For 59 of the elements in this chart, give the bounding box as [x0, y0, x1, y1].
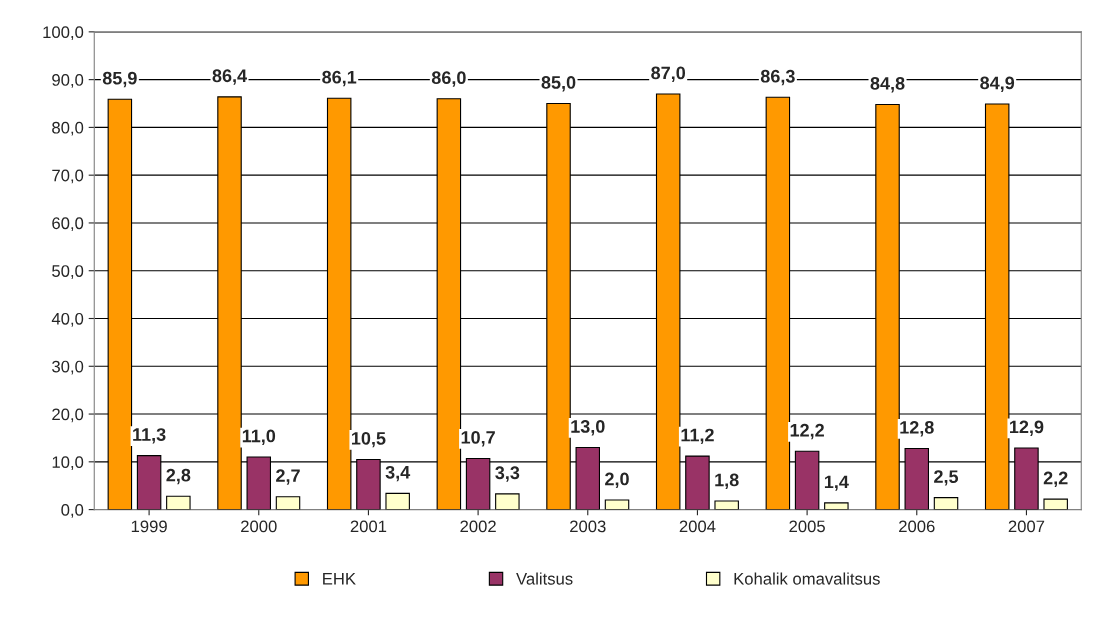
y-tick-label: 30,0 — [52, 360, 84, 375]
data-label: 84,9 — [980, 76, 1015, 92]
legend-label: Kohalik omavalitsus — [734, 572, 880, 585]
data-label: 1,8 — [715, 473, 739, 489]
bar — [1043, 498, 1068, 510]
data-label: 3,3 — [495, 466, 520, 482]
y-tick-label: 70,0 — [52, 169, 84, 184]
data-label: 2,7 — [276, 469, 300, 485]
data-label: 10,7 — [461, 431, 495, 447]
data-label: 86,1 — [322, 70, 357, 87]
y-tick-label: 50,0 — [52, 265, 84, 279]
data-label: 86,3 — [760, 69, 795, 86]
data-label: 3,4 — [385, 465, 411, 482]
bar — [495, 493, 520, 510]
y-tick-label: 40,0 — [51, 312, 84, 327]
y-tick-label: 0,0 — [61, 504, 84, 518]
data-label: 87,0 — [651, 66, 686, 82]
data-label: 85,9 — [102, 71, 137, 88]
y-tick-label: 80,0 — [52, 121, 84, 136]
legend-label: Valitsus — [516, 572, 573, 585]
bar — [824, 502, 849, 510]
y-tick-label: 100,0 — [43, 26, 84, 41]
y-tick-label: 10,0 — [52, 456, 84, 470]
bar — [385, 492, 410, 510]
x-tick-label: 2006 — [899, 520, 935, 533]
y-tick-label: 60,0 — [52, 217, 84, 232]
data-label: 11,3 — [133, 428, 166, 444]
data-label: 13,0 — [571, 420, 605, 436]
data-label: 2,2 — [1043, 471, 1068, 488]
data-label: 12,2 — [790, 423, 824, 440]
bar — [933, 497, 959, 510]
data-label: 11,2 — [681, 428, 714, 445]
data-label: 84,8 — [870, 77, 905, 93]
bar — [714, 500, 739, 510]
data-label: 12,9 — [1010, 420, 1044, 436]
x-tick-label: 2003 — [570, 520, 606, 533]
data-label: 85,0 — [541, 76, 576, 92]
y-tick-label: 90,0 — [52, 74, 84, 88]
x-tick-label: 2002 — [460, 520, 496, 533]
data-label: 10,5 — [352, 431, 386, 448]
data-label: 86,4 — [212, 69, 247, 85]
bar — [166, 495, 191, 510]
y-tick-label: 20,0 — [52, 408, 84, 423]
data-label: 12,8 — [900, 420, 934, 437]
x-tick-label: 1999 — [131, 520, 167, 533]
data-label: 11,0 — [242, 429, 276, 445]
data-label: 2,8 — [166, 468, 191, 485]
x-tick-label: 2004 — [679, 520, 716, 533]
x-tick-label: 2001 — [350, 520, 387, 533]
x-tick-label: 2005 — [789, 520, 825, 533]
x-tick-label: 2000 — [241, 520, 277, 533]
data-label: 86,0 — [431, 71, 466, 87]
data-label: 2,0 — [605, 472, 629, 488]
bar — [604, 499, 630, 510]
data-label: 1,4 — [824, 475, 849, 491]
bar — [275, 496, 301, 510]
x-tick-label: 2007 — [1008, 520, 1045, 533]
legend-label: EHK — [323, 573, 356, 585]
data-label: 2,5 — [934, 470, 959, 486]
